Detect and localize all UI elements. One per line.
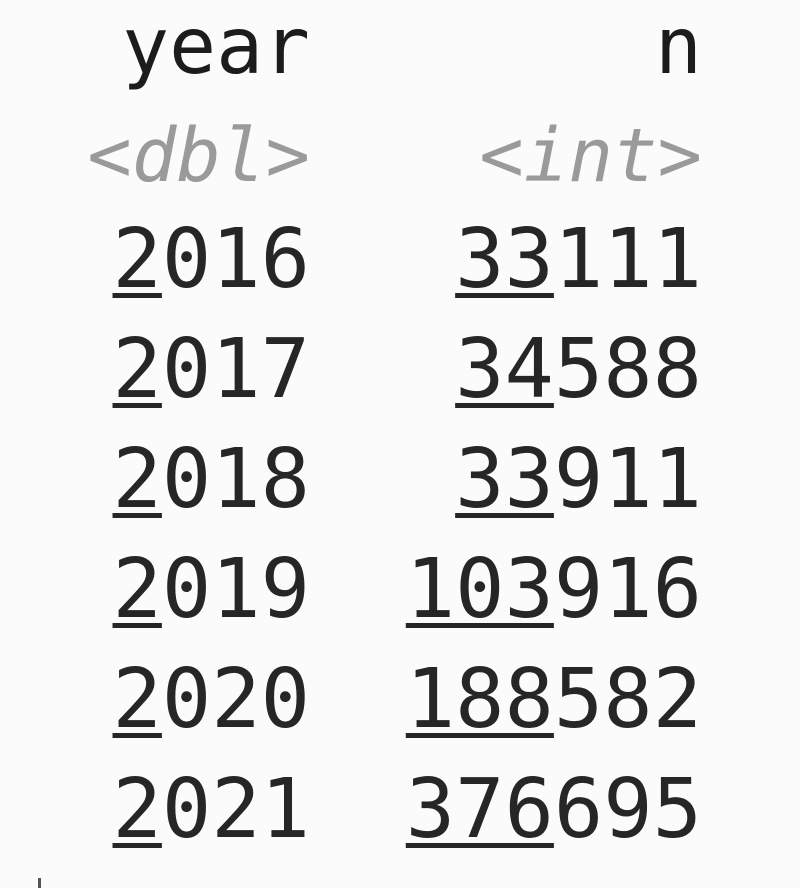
year-cell-rest-digits: 020 [161,652,310,747]
column-header-n: n [655,2,702,92]
year-cell-rest-digits: 021 [161,762,310,857]
year-cell: 2018 [113,425,310,535]
column-type-row: <dbl> <int> [0,101,800,211]
column-header-year: year [122,2,310,92]
table-row: 2017 34588 [0,315,800,425]
column-type-year: <dbl> [87,113,310,199]
column-header-row: year n [0,0,800,102]
n-cell: 376695 [406,755,702,865]
column-type-n: <int> [479,113,702,199]
year-cell: 2017 [113,315,310,425]
year-cell: 2019 [113,535,310,645]
table-row: 2021 376695 [0,755,800,865]
n-cell-rest-digits: 916 [553,542,702,637]
n-cell-highlight-digits: 33 [455,212,554,307]
year-cell-rest-digits: 017 [161,322,310,417]
year-cell-highlight-digits: 2 [112,762,162,857]
n-cell-rest-digits: 695 [553,762,702,857]
year-cell: 2016 [113,205,310,315]
year-cell: 2021 [113,755,310,865]
year-cell-rest-digits: 018 [161,432,310,527]
n-cell-highlight-digits: 34 [455,322,554,417]
table-row: 2020 188582 [0,645,800,755]
n-cell-highlight-digits: 103 [405,542,554,637]
n-cell: 33111 [455,205,702,315]
n-cell-highlight-digits: 376 [405,762,554,857]
truncated-output-mark [38,878,41,888]
n-cell-rest-digits: 911 [553,432,702,527]
year-cell-highlight-digits: 2 [112,212,162,307]
n-cell-rest-digits: 588 [553,322,702,417]
n-cell-rest-digits: 582 [553,652,702,747]
year-cell-highlight-digits: 2 [112,432,162,527]
year-cell-highlight-digits: 2 [112,652,162,747]
n-cell: 103916 [406,535,702,645]
year-cell-rest-digits: 019 [161,542,310,637]
n-cell-rest-digits: 111 [553,212,702,307]
n-cell: 188582 [406,645,702,755]
n-cell: 34588 [455,315,702,425]
n-cell-highlight-digits: 188 [405,652,554,747]
year-cell-highlight-digits: 2 [112,322,162,417]
table-row: 2018 33911 [0,425,800,535]
n-cell-highlight-digits: 33 [455,432,554,527]
table-row: 2016 33111 [0,205,800,315]
table-row: 2019 103916 [0,535,800,645]
n-cell: 33911 [455,425,702,535]
year-cell-rest-digits: 016 [161,212,310,307]
year-cell-highlight-digits: 2 [112,542,162,637]
year-cell: 2020 [113,645,310,755]
